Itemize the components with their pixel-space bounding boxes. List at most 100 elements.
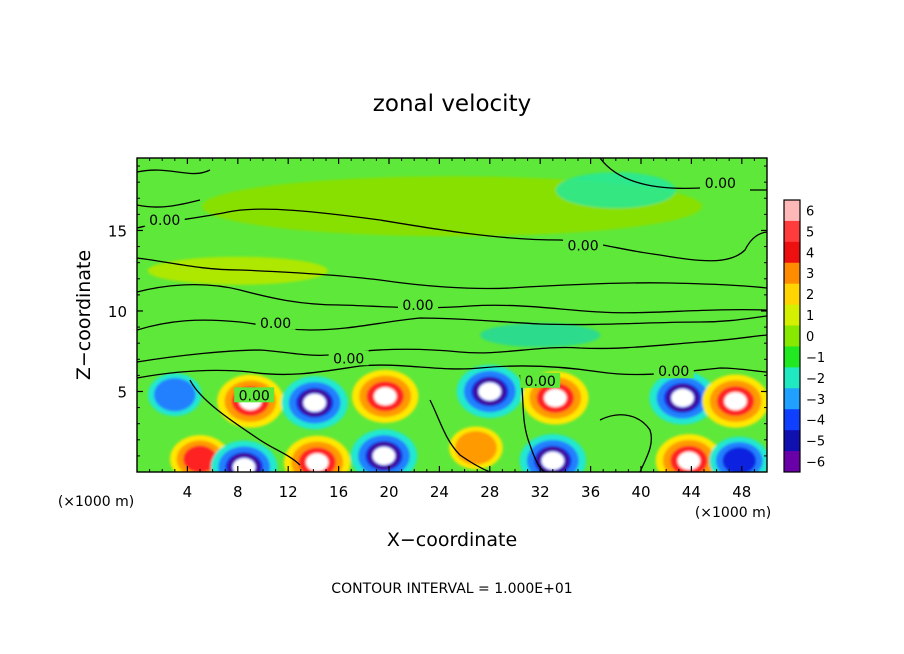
contour-line xyxy=(137,208,767,262)
contour-line xyxy=(429,399,491,472)
field-band xyxy=(555,172,676,209)
y-tick-label: 10 xyxy=(108,303,127,321)
x-tick-label: 8 xyxy=(233,483,243,501)
negative-velocity-cell xyxy=(153,378,196,412)
contour-label-bg xyxy=(255,314,296,330)
contour-line xyxy=(137,257,767,290)
contour-line xyxy=(137,364,767,379)
positive-velocity-cell xyxy=(455,431,497,465)
colorbar-label: −3 xyxy=(806,393,825,408)
field-band xyxy=(480,323,601,348)
x-tick-label: 20 xyxy=(379,483,398,501)
contour-label: 0.00 xyxy=(402,298,433,314)
colorbar-swatch xyxy=(784,367,800,389)
contour-label: 0.00 xyxy=(239,388,270,404)
contour-label-bg xyxy=(653,363,694,379)
x-units-right: (×1000 m) xyxy=(695,505,771,521)
colorbar-label: −4 xyxy=(806,414,825,429)
contour-line xyxy=(599,414,652,472)
contour-line xyxy=(137,334,767,363)
contour-label-bg xyxy=(144,211,185,227)
contour-label-bg xyxy=(234,387,275,403)
negative-velocity-cell xyxy=(671,388,694,407)
colorbar-swatch xyxy=(784,325,800,347)
y-tick-label: 15 xyxy=(108,222,127,240)
contour-label: 0.00 xyxy=(567,239,598,255)
colorbar-swatch xyxy=(784,409,800,431)
colorbar-label: −2 xyxy=(806,372,825,387)
colorbar: 6 5 4 3 2 1 0 −1 −2 −3 −4 −5 −6 xyxy=(783,199,825,473)
negative-velocity-core xyxy=(537,447,569,472)
negative-velocity-cell xyxy=(478,382,502,401)
colorbar-frame xyxy=(783,199,801,473)
contour-line xyxy=(599,158,767,191)
contour-label-bg xyxy=(563,237,604,253)
colorbar-swatch xyxy=(784,200,800,222)
colorbar-label: 3 xyxy=(806,267,814,282)
positive-velocity-cell xyxy=(724,392,747,411)
negative-velocity-cell xyxy=(232,458,256,472)
colorbar-label: 2 xyxy=(806,288,814,303)
colorbar-label: 6 xyxy=(806,204,814,219)
x-tick-label: 12 xyxy=(279,483,298,501)
positive-velocity-cell xyxy=(544,388,567,407)
positive-velocity-cell xyxy=(373,387,397,406)
x-tick-label: 36 xyxy=(581,483,600,501)
contour-label: 0.00 xyxy=(705,176,736,192)
colorbar-label: −6 xyxy=(806,456,825,471)
positive-velocity-cell xyxy=(183,445,217,472)
colorbar-label: 1 xyxy=(806,309,814,324)
colorbar-swatch xyxy=(784,346,800,368)
contour-line xyxy=(137,315,767,331)
field-band xyxy=(147,256,328,285)
negative-velocity-core xyxy=(666,384,699,412)
x-tick-label: 48 xyxy=(732,483,751,501)
colorbar-swatch xyxy=(784,241,800,264)
contour-label-bg xyxy=(520,372,561,388)
colorbar-label: 5 xyxy=(806,225,814,240)
colorbar-swatch xyxy=(784,388,800,410)
colorbar-swatch xyxy=(784,451,800,473)
chart-title: zonal velocity xyxy=(373,91,531,117)
x-tick-label: 28 xyxy=(480,483,499,501)
x-axis-label: X−coordinate xyxy=(387,529,517,551)
x-axis: 4 8 12 16 20 24 28 32 36 40 44 48 xyxy=(149,158,755,501)
positive-velocity-cell xyxy=(677,451,701,470)
negative-velocity-core xyxy=(474,377,506,406)
contour-label-bg xyxy=(328,350,369,366)
colorbar-swatch xyxy=(784,283,800,306)
colorbar-swatch xyxy=(784,220,800,243)
x-tick-label: 16 xyxy=(329,483,348,501)
negative-velocity-core xyxy=(228,453,260,472)
contour-line xyxy=(137,169,211,208)
x-tick-label: 4 xyxy=(183,483,193,501)
contour-interval-note: CONTOUR INTERVAL = 1.000E+01 xyxy=(331,581,572,597)
contour-label: 0.00 xyxy=(149,213,180,229)
contour-label: 0.00 xyxy=(525,374,556,390)
colorbar-label: 0 xyxy=(806,330,814,345)
positive-velocity-cell xyxy=(305,453,329,472)
x-tick-label: 24 xyxy=(430,483,449,501)
contour-label: 0.00 xyxy=(260,316,291,332)
colorbar-label: 4 xyxy=(806,246,814,261)
colorbar-swatch xyxy=(784,262,800,285)
contour-line xyxy=(189,379,301,466)
x-tick-label: 32 xyxy=(531,483,550,501)
contour-label-bg xyxy=(700,174,741,190)
negative-velocity-cell xyxy=(722,447,757,472)
negative-velocity-cell xyxy=(303,393,326,412)
contour-label-bg xyxy=(397,297,438,313)
colorbar-label: −5 xyxy=(806,435,825,450)
colorbar-swatch xyxy=(784,304,800,327)
x-tick-label: 44 xyxy=(682,483,701,501)
negative-velocity-cell xyxy=(372,446,396,465)
y-tick-label: 5 xyxy=(117,383,127,401)
x-units-left: (×1000 m) xyxy=(58,494,134,510)
negative-velocity-cell xyxy=(541,451,565,470)
x-tick-label: 40 xyxy=(631,483,650,501)
contour-label: 0.00 xyxy=(333,351,364,367)
y-axis-label: Z−coordinate xyxy=(73,250,95,380)
y-axis: 5 10 15 xyxy=(108,165,767,457)
contour-label: 0.00 xyxy=(658,364,689,380)
